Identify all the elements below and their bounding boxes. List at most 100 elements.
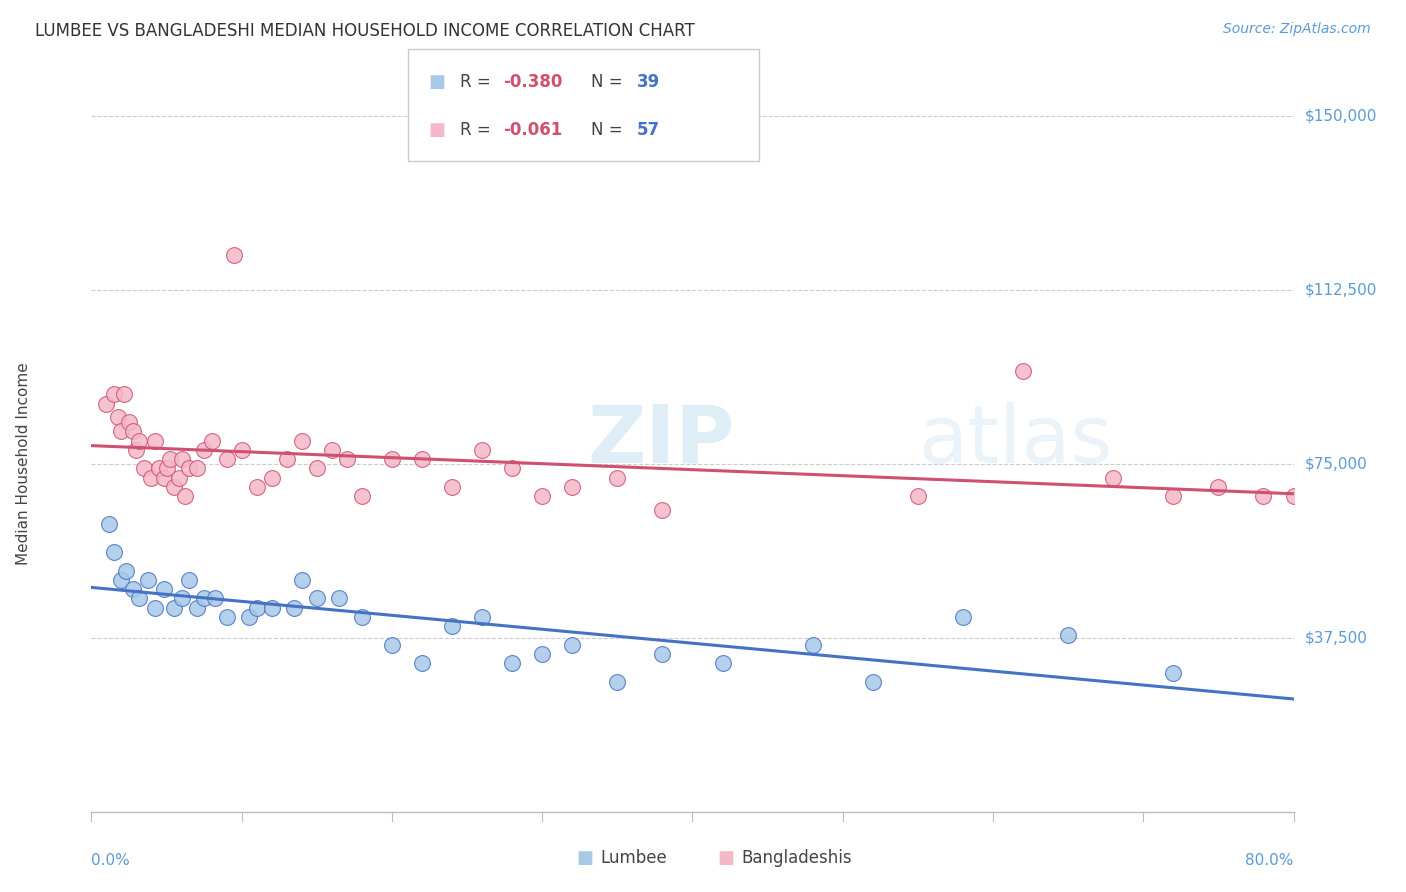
Text: N =: N =	[591, 73, 627, 91]
Point	[1253, 489, 1275, 503]
Point	[143, 600, 166, 615]
Text: ■: ■	[576, 849, 593, 867]
Point	[132, 461, 155, 475]
Point	[246, 600, 269, 615]
Point	[441, 619, 464, 633]
Point	[1161, 665, 1184, 680]
Point	[305, 461, 328, 475]
Point	[148, 461, 170, 475]
Point	[215, 452, 238, 467]
Text: 0.0%: 0.0%	[91, 854, 131, 869]
Point	[128, 591, 150, 606]
Point	[336, 452, 359, 467]
Point	[173, 489, 195, 503]
Text: 57: 57	[637, 121, 659, 139]
Point	[381, 638, 404, 652]
Point	[128, 434, 150, 448]
Point	[1057, 628, 1080, 642]
Point	[651, 647, 673, 661]
Point	[471, 610, 494, 624]
Point	[1012, 364, 1035, 378]
Point	[561, 638, 583, 652]
Point	[321, 442, 343, 457]
Point	[186, 461, 208, 475]
Point	[215, 610, 238, 624]
Point	[1102, 471, 1125, 485]
Text: LUMBEE VS BANGLADESHI MEDIAN HOUSEHOLD INCOME CORRELATION CHART: LUMBEE VS BANGLADESHI MEDIAN HOUSEHOLD I…	[35, 22, 695, 40]
Text: Lumbee: Lumbee	[600, 849, 666, 867]
Point	[907, 489, 929, 503]
Text: $37,500: $37,500	[1305, 631, 1368, 645]
Point	[152, 582, 174, 596]
Point	[204, 591, 226, 606]
Point	[114, 387, 136, 401]
Point	[177, 573, 200, 587]
Point	[606, 674, 628, 689]
Point	[96, 396, 118, 410]
Text: ZIP: ZIP	[588, 401, 734, 480]
Point	[350, 489, 373, 503]
Point	[170, 591, 193, 606]
Point	[305, 591, 328, 606]
Point	[98, 517, 121, 532]
Point	[152, 471, 174, 485]
Text: Bangladeshis: Bangladeshis	[741, 849, 852, 867]
Point	[163, 480, 186, 494]
Point	[411, 452, 433, 467]
Text: -0.061: -0.061	[503, 121, 562, 139]
Point	[238, 610, 260, 624]
Point	[107, 410, 129, 425]
Text: ■: ■	[429, 121, 446, 139]
Point	[115, 564, 138, 578]
Point	[651, 503, 673, 517]
Point	[291, 573, 314, 587]
Point	[224, 248, 246, 262]
Point	[328, 591, 350, 606]
Point	[122, 582, 145, 596]
Point	[283, 600, 305, 615]
Text: $112,500: $112,500	[1305, 283, 1376, 297]
Point	[118, 415, 141, 429]
Point	[1282, 489, 1305, 503]
Point	[177, 461, 200, 475]
Point	[531, 489, 554, 503]
Point	[801, 638, 824, 652]
Point	[155, 461, 177, 475]
Point	[163, 600, 186, 615]
Point	[501, 461, 523, 475]
Point	[103, 545, 125, 559]
Point	[246, 480, 269, 494]
Text: ■: ■	[717, 849, 734, 867]
Point	[291, 434, 314, 448]
Text: ■: ■	[429, 73, 446, 91]
Point	[276, 452, 298, 467]
Point	[441, 480, 464, 494]
Point	[159, 452, 181, 467]
Text: atlas: atlas	[918, 401, 1112, 480]
Point	[193, 442, 215, 457]
Point	[260, 471, 283, 485]
Text: N =: N =	[591, 121, 627, 139]
Point	[167, 471, 190, 485]
Point	[862, 674, 884, 689]
Text: Median Household Income: Median Household Income	[17, 362, 31, 566]
Point	[201, 434, 224, 448]
Point	[952, 610, 974, 624]
Text: $75,000: $75,000	[1305, 457, 1368, 471]
Text: R =: R =	[460, 121, 496, 139]
Point	[110, 573, 132, 587]
Point	[350, 610, 373, 624]
Point	[110, 425, 132, 439]
Point	[1208, 480, 1230, 494]
Point	[711, 657, 734, 671]
Point	[125, 442, 148, 457]
Text: R =: R =	[460, 73, 496, 91]
Point	[143, 434, 166, 448]
Point	[103, 387, 125, 401]
Point	[501, 657, 523, 671]
Point	[122, 425, 145, 439]
Point	[193, 591, 215, 606]
Point	[381, 452, 404, 467]
Point	[411, 657, 433, 671]
Point	[170, 452, 193, 467]
